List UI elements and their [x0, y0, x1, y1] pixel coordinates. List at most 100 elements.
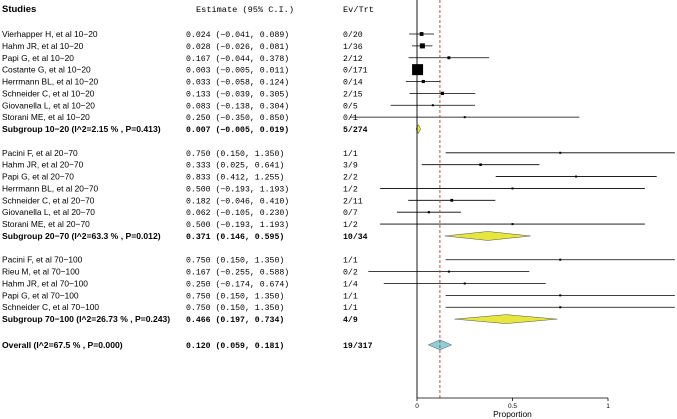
study-estimate-ci: 0.167 (−0.255, 0.588) — [186, 268, 289, 278]
study-events-total: 0/5 — [343, 101, 358, 111]
column-headers: Studies Estimate (95% C.I.) Ev/Trt — [2, 4, 374, 15]
study-estimate-ci: 0.028 (−0.026, 0.081) — [186, 42, 289, 52]
study-events-total: 2/15 — [343, 89, 363, 99]
study-point-box — [450, 198, 454, 202]
study-events-total: 1/1 — [343, 291, 358, 301]
study-events-total: 1/4 — [343, 279, 358, 289]
study-point-box — [419, 32, 424, 36]
study-point-box — [575, 175, 578, 178]
subgroup-estimate-ci: 0.466 (0.197, 0.734) — [186, 315, 284, 325]
study-name: Giovanella L, et al 10−20 — [2, 100, 95, 110]
study-estimate-ci: 0.833 (0.412, 1.255) — [186, 173, 284, 183]
study-name: Hahm JR, et al 70−100 — [2, 278, 88, 288]
study-name: Storani ME, et al 10−20 — [2, 112, 90, 122]
study-estimate-ci: 0.003 (−0.005, 0.011) — [186, 66, 289, 76]
x-tick-label: 0.5 — [508, 403, 517, 410]
plot-area: 0 0.5 1 Proportion — [350, 0, 675, 419]
header-studies: Studies — [2, 4, 36, 15]
study-point-box — [427, 211, 430, 214]
study-point-box — [447, 270, 450, 273]
study-events-total: 0/14 — [343, 78, 363, 88]
subgroup-events-total: 5/274 — [343, 125, 368, 135]
study-point-box — [511, 223, 514, 226]
study-estimate-ci: 0.033 (−0.058, 0.124) — [186, 78, 289, 88]
study-name: Papi G, et al 20−70 — [2, 172, 74, 182]
header-evtrt: Ev/Trt — [343, 5, 374, 15]
subgroup-events-total: 10/34 — [343, 232, 368, 242]
study-point-box — [559, 294, 562, 297]
study-point-box — [479, 163, 482, 166]
overall-estimate-ci: 0.120 (0.059, 0.181) — [186, 341, 284, 351]
study-point-box — [412, 64, 424, 76]
study-name: Costante G, et al 10−20 — [2, 65, 91, 75]
study-events-total: 0/7 — [343, 208, 358, 218]
study-estimate-ci: 0.182 (−0.046, 0.410) — [186, 196, 289, 206]
subgroup-estimate-ci: 0.007 (−0.005, 0.019) — [186, 125, 289, 135]
study-estimate-ci: 0.750 (0.150, 1.350) — [186, 303, 284, 313]
study-estimate-ci: 0.167 (−0.044, 0.378) — [186, 54, 289, 64]
study-name: Herrmann BL, et al 10−20 — [2, 77, 98, 87]
study-events-total: 1/2 — [343, 184, 358, 194]
study-name: Papi G, et al 70−100 — [2, 290, 79, 300]
study-estimate-ci: 0.500 (−0.193, 1.193) — [186, 220, 289, 230]
subgroup-label: Subgroup 10−20 (I^2=2.15 % , P=0.413) — [2, 124, 161, 134]
study-point-box — [440, 91, 445, 96]
study-point-box — [559, 306, 562, 309]
study-estimate-ci: 0.250 (−0.174, 0.674) — [186, 279, 289, 289]
study-name: Rieu M, et al 70−100 — [2, 267, 80, 277]
study-name: Hahm JR, et al 20−70 — [2, 160, 84, 170]
study-events-total: 3/9 — [343, 161, 358, 171]
overall-label: Overall (I^2=67.5 % , P=0.000) — [2, 340, 123, 350]
x-axis-label: Proportion — [493, 409, 532, 419]
study-point-box — [559, 258, 562, 261]
study-events-total: 1/36 — [343, 42, 363, 52]
study-rows: Vierhapper H, et al 10−20 0.024 (−0.041, … — [2, 29, 373, 351]
study-events-total: 1/2 — [343, 220, 358, 230]
study-events-total: 2/12 — [343, 54, 363, 64]
overall-events-total: 19/317 — [343, 341, 373, 351]
study-estimate-ci: 0.500 (−0.193, 1.193) — [186, 184, 289, 194]
study-estimate-ci: 0.750 (0.150, 1.350) — [186, 256, 284, 266]
study-events-total: 2/2 — [343, 173, 358, 183]
study-point-box — [559, 151, 562, 154]
study-point-box — [419, 43, 425, 49]
study-name: Vierhapper H, et al 10−20 — [2, 29, 98, 39]
study-events-total: 0/171 — [343, 66, 368, 76]
overall-diamond — [427, 339, 453, 351]
study-estimate-ci: 0.333 (0.025, 0.641) — [186, 161, 284, 171]
study-events-total: 1/1 — [343, 149, 358, 159]
study-point-box — [463, 282, 466, 285]
header-estimate: Estimate (95% C.I.) — [196, 5, 294, 15]
subgroup-estimate-ci: 0.371 (0.146, 0.595) — [186, 232, 284, 242]
study-events-total: 0/2 — [343, 268, 358, 278]
study-estimate-ci: 0.133 (−0.039, 0.305) — [186, 89, 289, 99]
x-tick-label: 0 — [415, 403, 419, 410]
subgroup-label: Subgroup 20−70 (I^2=63.3 % , P=0.012) — [2, 231, 161, 241]
study-name: Giovanella L, et al 20−70 — [2, 207, 95, 217]
study-name: Papi G, et al 10−20 — [2, 53, 74, 63]
subgroup-label: Subgroup 70−100 (I^2=26.73 % , P=0.243) — [2, 314, 170, 324]
study-name: Pacini F, et al 70−100 — [2, 255, 83, 265]
study-point-box — [421, 79, 425, 84]
study-estimate-ci: 0.083 (−0.138, 0.304) — [186, 101, 289, 111]
study-name: Schneider C, et al 10−20 — [2, 88, 95, 98]
study-point-box — [511, 187, 514, 190]
subgroup-diamond — [444, 231, 531, 241]
study-name: Hahm JR, et al 10−20 — [2, 41, 84, 51]
study-events-total: 2/11 — [343, 196, 363, 206]
study-estimate-ci: 0.024 (−0.041, 0.089) — [186, 30, 289, 40]
study-name: Pacini F, et al 20−70 — [2, 148, 78, 158]
subgroup-events-total: 4/9 — [343, 315, 358, 325]
study-point-box — [463, 116, 466, 119]
study-point-box — [431, 104, 434, 107]
study-estimate-ci: 0.750 (0.150, 1.350) — [186, 291, 284, 301]
study-events-total: 0/20 — [343, 30, 363, 40]
subgroup-diamond — [454, 314, 558, 324]
study-events-total: 1/1 — [343, 256, 358, 266]
study-events-total: 1/1 — [343, 303, 358, 313]
plot-marks — [350, 32, 675, 351]
study-name: Schneider C, et al 20−70 — [2, 195, 95, 205]
study-events-total: 0/1 — [343, 113, 358, 123]
study-estimate-ci: 0.062 (−0.105, 0.230) — [186, 208, 289, 218]
